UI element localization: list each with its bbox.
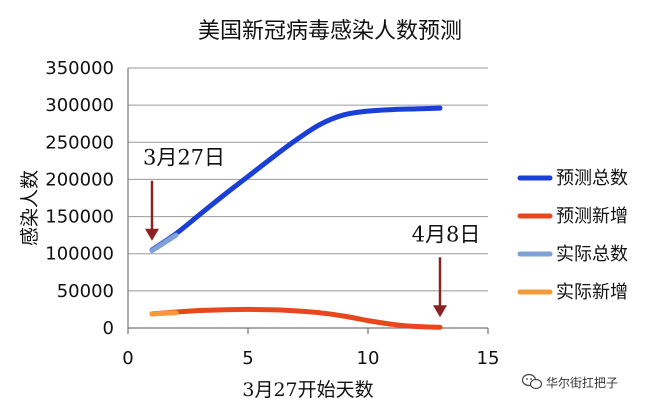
x-tick-label: 15 [477,348,500,369]
y-tick-label: 150000 [45,207,114,228]
y-tick-label: 50000 [57,281,114,302]
annotation-label: 4月8日 [412,222,481,246]
x-tick-label: 5 [242,348,253,369]
legend-label: 实际总数 [556,244,628,265]
x-tick-label: 10 [357,348,380,369]
grid [128,67,488,292]
y-axis-label: 感染人数 [19,170,41,246]
ticks: 0 50000 100000 150000 200000 250000 300000 3500… [45,58,499,369]
series-line-actual-total [149,232,179,254]
chart-title: 美国新冠病毒感染人数预测 [198,19,462,44]
y-tick-label: 0 [103,318,114,339]
series-line-forecast-total [149,105,443,253]
legend-label: 预测新增 [556,206,628,227]
annotation-arrow-head [433,305,447,318]
series [149,105,443,330]
y-tick-label: 300000 [45,95,114,116]
wechat-icon [521,373,543,390]
legend-label: 预测总数 [556,168,628,189]
y-tick-label: 200000 [45,169,114,190]
y-tick-label: 100000 [45,244,114,265]
annotation-label: 3月27日 [143,146,225,170]
series-line-forecast-new [149,306,443,330]
watermark-text: 华尔街扛把子 [546,375,618,390]
legend-label: 实际新增 [556,282,628,303]
y-tick-label: 250000 [45,132,114,153]
series-line-actual-new [149,310,179,317]
x-axis-label: 3月27开始天数 [242,379,373,401]
annotation-arrow-head [145,228,159,241]
y-tick-label: 350000 [45,58,114,79]
watermark: 华尔街扛把子 [521,373,618,390]
annotations: 3月27日 4月8日 [143,146,480,318]
x-tick-label: 0 [122,348,133,369]
